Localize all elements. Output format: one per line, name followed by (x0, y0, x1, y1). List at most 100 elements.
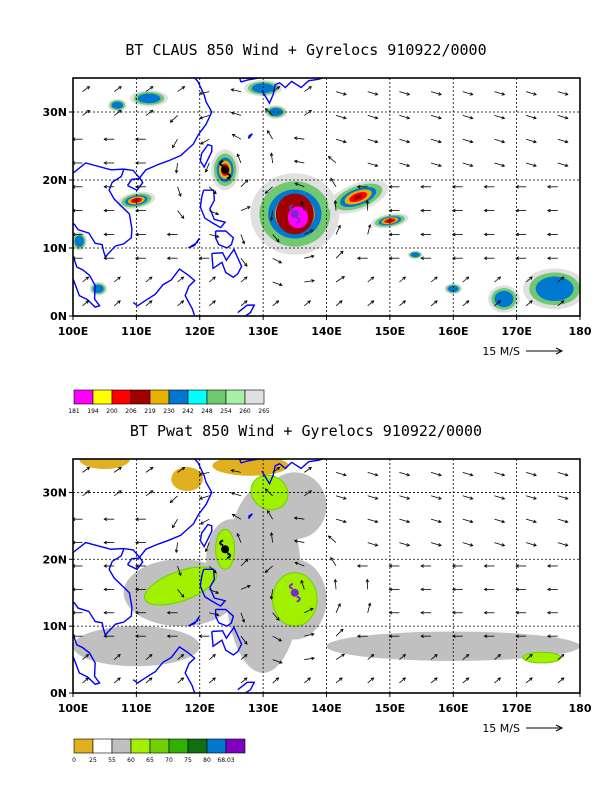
wind-arrow (494, 518, 505, 523)
wind-arrow-head (267, 509, 271, 514)
reference-vector-label: 15 M/S (482, 345, 520, 358)
wind-arrow (304, 110, 312, 116)
wind-arrow-head (342, 92, 347, 96)
gyre-arm (296, 217, 301, 224)
x-tick-label: 120E (185, 325, 215, 338)
wind-arrow (526, 162, 537, 167)
pwat-contour (212, 459, 289, 476)
wind-arrow-head (483, 185, 488, 189)
wind-arrow (82, 110, 90, 116)
wind-arrow (175, 162, 178, 173)
cloud-contour (74, 235, 84, 247)
wind-arrow (399, 162, 410, 167)
wind-arrow-head (337, 224, 341, 229)
wind-arrow-head (402, 677, 407, 681)
wind-arrow (209, 276, 216, 283)
wind-arrow (335, 138, 347, 143)
wind-arrow (82, 467, 90, 473)
wind-arrow (494, 542, 505, 546)
wind-arrow (399, 495, 410, 500)
wind-arrow-head (278, 638, 283, 642)
wind-arrow (462, 300, 470, 307)
wind-arrow (330, 178, 337, 188)
wind-arrow (335, 225, 341, 235)
colorbar-label: 242 (182, 408, 194, 415)
wind-arrow (335, 300, 343, 307)
wind-arrow (82, 300, 89, 307)
wind-arrow-head (103, 137, 108, 141)
x-tick-label: 160E (438, 325, 468, 338)
wind-arrow-head (278, 260, 283, 264)
wind-arrow-head (388, 208, 393, 213)
pwat-contour (326, 631, 580, 661)
wind-arrow (557, 115, 568, 119)
wind-arrow (145, 467, 154, 473)
cloud-contour (410, 252, 420, 258)
cloud-contour (535, 276, 574, 302)
wind-arrow-head (264, 108, 269, 112)
wind-arrow-head (564, 139, 569, 144)
wind-arrow-head (402, 300, 407, 304)
wind-arrow-head (483, 610, 488, 615)
wind-arrow-head (420, 185, 424, 189)
wind-arrow-head (374, 472, 379, 477)
wind-arrow-head (174, 169, 179, 174)
wind-arrow-head (180, 215, 185, 219)
colorbar-swatch (73, 738, 94, 754)
wind-arrow-head (178, 193, 182, 197)
wind-arrow (526, 91, 537, 95)
wind-arrow (272, 86, 280, 92)
wind-arrow (231, 112, 242, 116)
coastline (199, 189, 227, 229)
wind-arrow (209, 612, 219, 616)
wind-arrow-head (103, 232, 108, 237)
wind-arrow-head (243, 276, 248, 280)
cloud-contour (447, 285, 459, 293)
wind-arrow-head (546, 564, 551, 568)
wind-arrow-head (469, 519, 474, 524)
wind-arrow-head (327, 535, 332, 540)
colorbar-label: 254 (220, 408, 232, 415)
wind-arrow (272, 677, 279, 684)
wind-arrow (272, 234, 280, 243)
wind-arrow (170, 495, 178, 503)
wind-arrow-head (342, 115, 347, 120)
wind-arrow-head (204, 548, 209, 553)
wind-arrow-head (230, 111, 235, 115)
wind-arrow-head (483, 587, 488, 592)
wind-arrow-head (338, 677, 343, 681)
wind-arrow-head (135, 540, 139, 545)
wind-arrow-head (73, 208, 76, 213)
wind-arrow-head (276, 617, 280, 621)
wind-arrow-head (546, 232, 551, 237)
wind-arrow-head (438, 92, 442, 96)
coastline (73, 633, 101, 686)
colorbar-label: 70 (165, 757, 173, 764)
wind-arrow-head (135, 587, 139, 592)
wind-arrow-head (135, 161, 139, 165)
wind-arrow-head (406, 115, 411, 120)
wind-arrow (335, 518, 347, 523)
wind-arrow-head (469, 472, 474, 477)
wind-arrow-head (501, 139, 506, 144)
wind-arrow (200, 518, 210, 525)
pwat-contour (171, 467, 203, 492)
wind-arrow-head (236, 532, 240, 537)
wind-arrow (557, 495, 568, 500)
y-tick-label: 20N (42, 174, 67, 187)
wind-arrow (462, 654, 470, 660)
wind-arrow-head (356, 185, 361, 189)
gyre-arm (219, 159, 224, 167)
wind-arrow-head (198, 256, 203, 260)
wind-arrow (430, 471, 442, 476)
wind-arrow (462, 518, 473, 523)
wind-arrow-head (367, 223, 372, 228)
wind-arrow (145, 654, 153, 660)
coastline (199, 523, 213, 549)
wind-arrow (526, 495, 537, 500)
wind-arrow-head (269, 596, 274, 600)
wind-arrow (334, 200, 337, 211)
wind-arrow-head (546, 587, 551, 592)
coastline (199, 568, 227, 607)
wind-arrow-head (276, 238, 280, 243)
